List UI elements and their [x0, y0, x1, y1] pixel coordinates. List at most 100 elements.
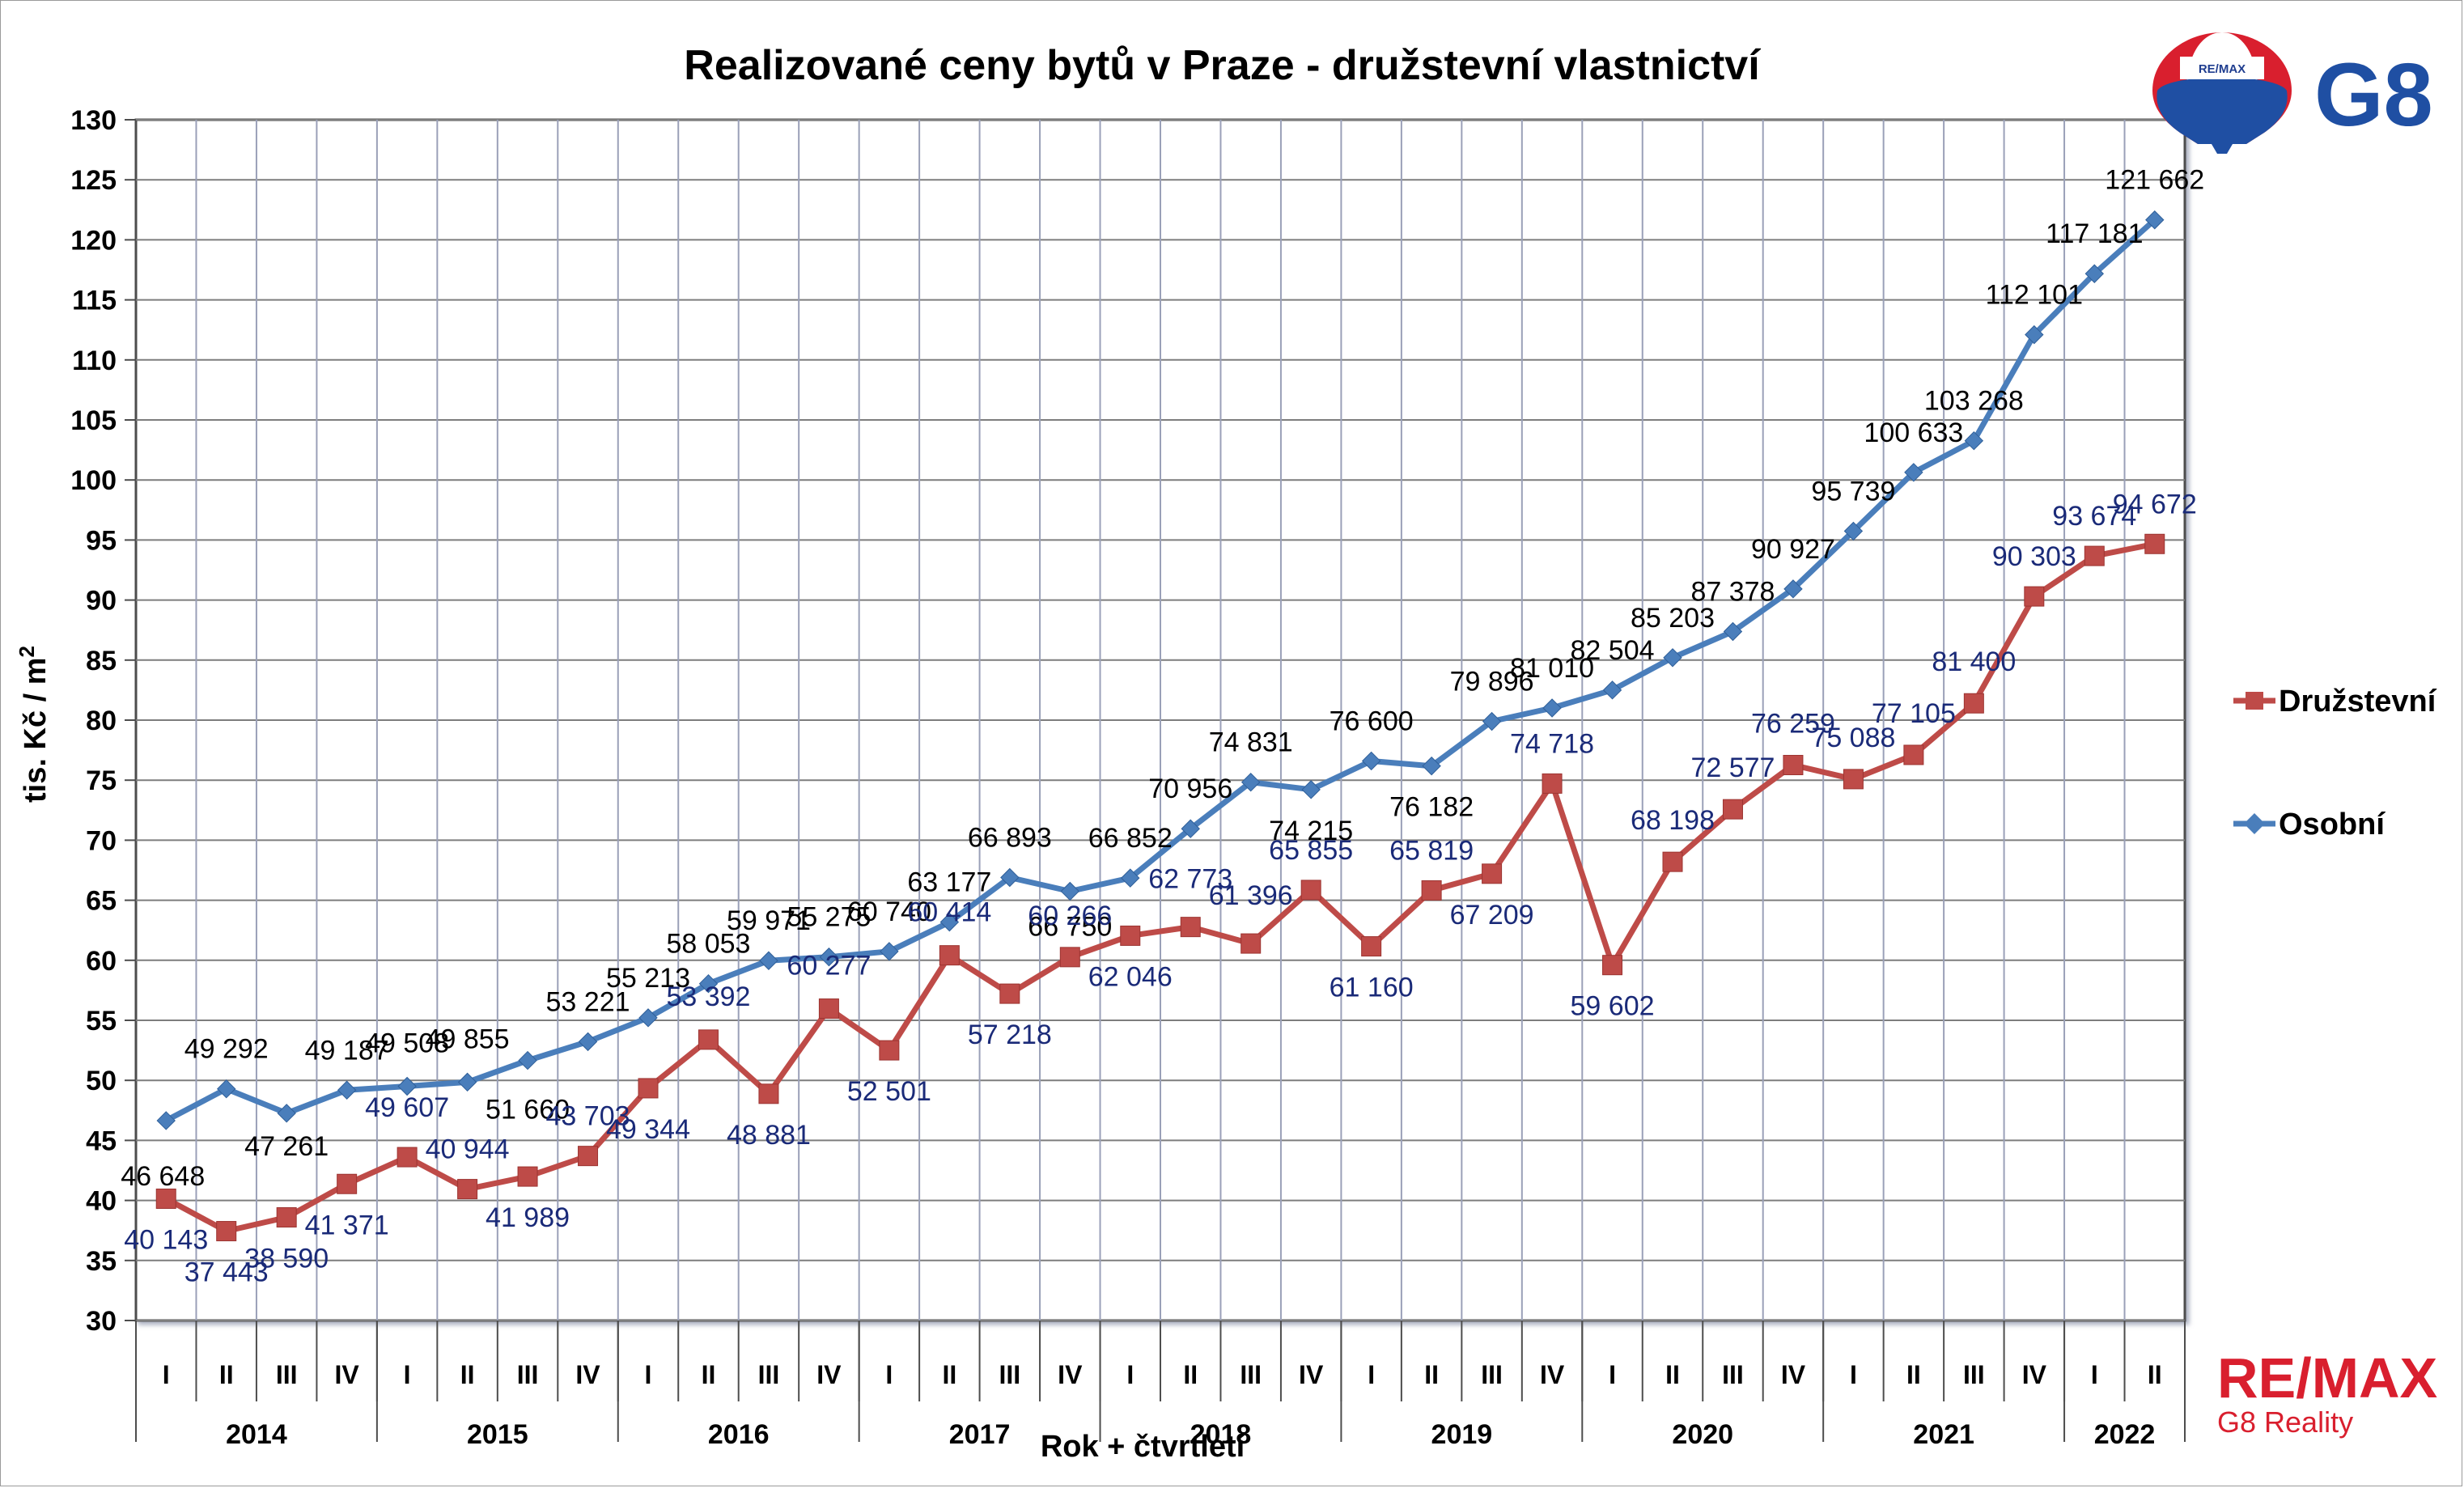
data-point-druzstevni	[578, 1146, 599, 1167]
data-label-druzstevni: 43 703	[546, 1101, 630, 1132]
y-tick-label: 120	[70, 225, 117, 256]
data-point-druzstevni	[2024, 586, 2045, 607]
legend: Družstevní Osobní	[2233, 685, 2437, 842]
x-tick-label: II	[2148, 1360, 2162, 1389]
data-label-druzstevni: 49 344	[606, 1114, 690, 1145]
data-point-druzstevni	[698, 1029, 719, 1050]
data-label-druzstevni: 41 989	[486, 1202, 570, 1233]
data-label-druzstevni: 60 277	[787, 951, 871, 981]
data-label-osobni: 49 508	[365, 1028, 449, 1059]
x-tick-label: IV	[1299, 1360, 1324, 1389]
y-tick-label: 75	[86, 765, 117, 796]
data-point-druzstevni	[1120, 925, 1141, 946]
data-point-druzstevni	[1843, 769, 1864, 790]
data-point-druzstevni	[337, 1173, 358, 1194]
data-label-druzstevni: 40 944	[426, 1134, 510, 1165]
data-point-osobni	[216, 1079, 236, 1099]
year-label: 2016	[708, 1419, 770, 1450]
x-tick-label: IV	[2022, 1360, 2047, 1389]
x-tick-label: II	[219, 1360, 234, 1389]
y-tick-label: 115	[72, 286, 117, 316]
legend-label-osobni: Osobní	[2279, 808, 2386, 842]
remax-logo-text: RE/MAX	[2217, 1346, 2438, 1410]
data-point-druzstevni	[1903, 744, 1924, 765]
y-tick-label: 35	[86, 1246, 117, 1277]
data-label-osobni: 55 213	[606, 963, 690, 994]
x-tick-label: I	[645, 1360, 652, 1389]
data-point-osobni	[2084, 264, 2104, 283]
data-label-druzstevni: 60 266	[1028, 901, 1112, 931]
data-point-osobni	[1241, 773, 1261, 792]
data-point-druzstevni	[1602, 955, 1623, 976]
x-tick-label: II	[942, 1360, 956, 1389]
data-point-druzstevni	[1783, 755, 1804, 776]
gridlines	[136, 119, 2185, 1321]
data-point-osobni	[578, 1032, 598, 1052]
x-axis: I II III IV I II III IV I II III IV I II III IV I II III IV…	[135, 1321, 2186, 1450]
data-point-osobni	[2025, 324, 2044, 345]
data-point-osobni	[1723, 621, 1743, 642]
data-label-osobni: 81 010	[1510, 653, 1594, 684]
x-tick-label: II	[1906, 1360, 1921, 1389]
data-label-druzstevni: 62 773	[1148, 864, 1232, 895]
y-tick-label: 125	[70, 165, 117, 196]
data-label-osobni: 55 275	[787, 902, 871, 933]
x-tick-label: III	[1481, 1360, 1503, 1389]
data-point-osobni	[1482, 711, 1502, 731]
series-line-druzstevni	[164, 541, 2156, 1234]
x-tick-label: IV	[816, 1360, 842, 1389]
g8-logo-text: G8	[2314, 45, 2433, 145]
data-point-osobni	[1301, 780, 1321, 799]
data-label-osobni: 58 053	[666, 929, 750, 960]
data-point-druzstevni	[1180, 917, 1201, 938]
data-point-osobni	[1783, 579, 1803, 599]
data-point-osobni	[2145, 210, 2165, 230]
data-label-osobni: 121 662	[2105, 165, 2204, 196]
data-point-druzstevni	[517, 1166, 538, 1187]
data-label-osobni: 60 740	[847, 897, 931, 927]
data-point-druzstevni	[1361, 936, 1382, 957]
data-point-druzstevni	[397, 1147, 418, 1168]
data-label-osobni: 103 268	[1924, 386, 2024, 417]
data-point-druzstevni	[2144, 533, 2165, 554]
data-label-druzstevni: 75 088	[1811, 723, 1895, 753]
y-tick-label: 100	[70, 465, 117, 496]
x-tick-label: I	[163, 1360, 170, 1389]
year-label: 2021	[1913, 1419, 1974, 1450]
data-point-osobni	[1060, 881, 1079, 901]
data-point-druzstevni	[276, 1207, 297, 1228]
x-tick-label: I	[404, 1360, 411, 1389]
data-point-druzstevni	[1059, 947, 1080, 968]
y-tick-label: 105	[70, 405, 117, 436]
year-label: 2018	[1190, 1419, 1252, 1450]
data-point-druzstevni	[216, 1221, 237, 1242]
data-label-druzstevni: 72 577	[1690, 752, 1775, 783]
data-point-osobni	[819, 947, 839, 967]
data-point-druzstevni	[1963, 693, 1984, 714]
data-point-druzstevni	[2084, 545, 2105, 566]
data-label-osobni: 47 261	[244, 1131, 329, 1162]
data-point-druzstevni	[155, 1188, 176, 1209]
data-label-osobni: 49 187	[305, 1035, 389, 1066]
y-tick-label: 65	[86, 886, 117, 917]
y-tick-label: 30	[86, 1306, 117, 1337]
data-point-osobni	[277, 1104, 296, 1123]
data-point-druzstevni	[638, 1078, 659, 1099]
data-point-druzstevni	[879, 1040, 900, 1061]
data-label-druzstevni: 49 607	[365, 1092, 449, 1123]
data-label-osobni: 53 221	[546, 986, 630, 1017]
x-tick-label: IV	[1540, 1360, 1565, 1389]
year-label: 2015	[467, 1419, 528, 1450]
data-label-druzstevni: 38 590	[244, 1244, 329, 1274]
y-axis: 30 35 40 45 50 55 60 65 70 75 80 85 90 95 100 105 110 115…	[70, 105, 136, 1337]
x-tick-label: III	[1722, 1360, 1744, 1389]
data-point-osobni	[1361, 751, 1381, 771]
data-label-osobni: 79 896	[1450, 667, 1534, 697]
data-label-druzstevni: 62 046	[1088, 961, 1173, 992]
data-label-druzstevni: 68 198	[1631, 805, 1715, 836]
x-tick-label: III	[276, 1360, 298, 1389]
data-label-druzstevni: 76 259	[1751, 709, 1835, 740]
data-label-druzstevni: 65 819	[1389, 835, 1474, 866]
